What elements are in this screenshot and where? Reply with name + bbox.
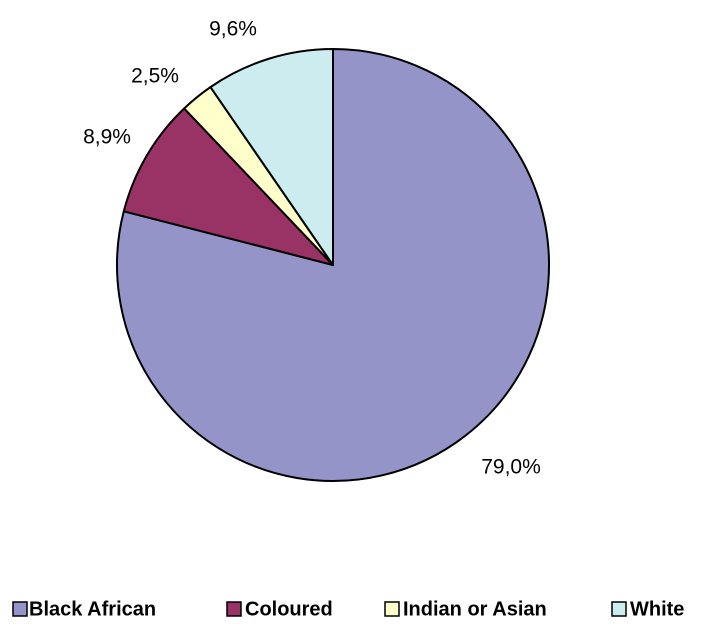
legend-label-coloured: Coloured [245, 598, 333, 620]
legend-item-black-african: Black African [12, 598, 156, 620]
legend-item-coloured: Coloured [226, 598, 333, 620]
chart-legend: Black African Coloured Indian or Asian Whit… [12, 598, 684, 620]
legend-swatch-coloured [226, 601, 242, 617]
legend-swatch-indian-or-asian [384, 601, 400, 617]
data-label-indian-or-asian: 2,5% [131, 65, 179, 88]
legend-item-indian-or-asian: Indian or Asian [384, 598, 547, 620]
legend-swatch-white [611, 601, 627, 617]
pie-slice-coloured [122, 107, 334, 266]
pie-data-labels: 79,0% 8,9% 2,5% 9,6% [83, 18, 541, 479]
legend-item-white: White [611, 598, 684, 620]
legend-swatch-black-african [12, 601, 28, 617]
pie-slices [116, 48, 550, 482]
legend-label-black-african: Black African [29, 598, 156, 620]
pie-slice-white [209, 48, 334, 266]
data-label-white: 9,6% [209, 18, 257, 41]
data-label-coloured: 8,9% [83, 126, 131, 149]
legend-label-white: White [630, 598, 684, 620]
legend-label-indian-or-asian: Indian or Asian [403, 598, 547, 620]
data-label-black-african: 79,0% [481, 456, 541, 479]
